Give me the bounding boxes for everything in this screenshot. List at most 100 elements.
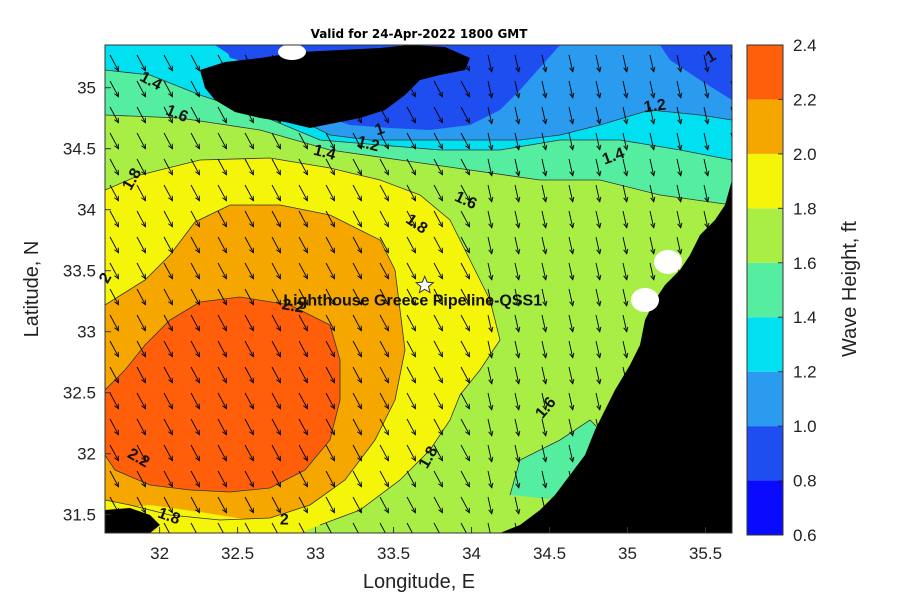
wind-arrow	[136, 288, 146, 306]
wind-arrow	[460, 80, 470, 98]
wind-arrow	[514, 314, 521, 333]
wind-arrow	[487, 522, 491, 533]
wind-arrow	[487, 54, 494, 73]
wind-arrow	[163, 340, 173, 358]
wind-arrow	[217, 366, 227, 384]
star-icon	[414, 274, 435, 294]
wind-arrow	[136, 392, 146, 410]
wind-arrow	[244, 262, 254, 280]
wind-arrow	[271, 210, 281, 228]
wind-arrow	[352, 158, 362, 176]
wind-arrow	[406, 158, 416, 176]
land-cyprus	[200, 45, 470, 128]
wind-arrow	[217, 236, 227, 254]
wind-arrow	[595, 340, 602, 359]
wind-arrow	[433, 470, 443, 488]
wind-arrow	[325, 132, 335, 150]
wind-arrow	[190, 236, 200, 254]
wind-arrow	[433, 418, 443, 436]
wind-arrow	[568, 444, 575, 463]
wind-arrow	[595, 288, 602, 307]
wind-arrow	[244, 444, 254, 462]
wind-arrow	[244, 210, 254, 228]
wind-arrow	[217, 132, 227, 150]
wind-arrow	[325, 158, 335, 176]
wind-arrow	[136, 444, 146, 462]
wind-arrow	[379, 288, 389, 306]
wind-arrow	[568, 314, 575, 333]
wind-arrow	[379, 392, 389, 410]
wind-arrow	[271, 184, 281, 202]
wind-arrow	[379, 366, 389, 384]
wind-arrow	[541, 366, 548, 385]
wind-arrow	[379, 184, 389, 202]
wind-arrow	[352, 444, 362, 462]
colorbar-frame	[746, 44, 784, 536]
wind-arrow	[190, 54, 200, 72]
wind-arrow	[460, 158, 470, 176]
wind-arrow	[514, 106, 521, 125]
wind-arrow	[676, 158, 683, 177]
wind-arrow	[190, 418, 200, 436]
wind-arrow	[352, 392, 362, 410]
wind-arrow	[271, 522, 278, 533]
y-axis-label: Latitude, N	[21, 241, 43, 338]
wind-arrow	[514, 418, 521, 437]
wind-arrow	[433, 80, 443, 98]
wind-arrow	[379, 522, 386, 533]
missing-data-patch	[654, 250, 682, 274]
contour-label: 2	[280, 511, 289, 528]
wind-arrow	[163, 392, 173, 410]
wind-arrow	[487, 366, 494, 385]
wind-arrow	[541, 106, 548, 125]
y-tick-label: 35	[77, 79, 96, 98]
wind-arrow	[568, 236, 575, 255]
wind-arrow	[649, 80, 656, 99]
wind-arrow	[271, 366, 281, 384]
wind-arrow	[244, 496, 254, 514]
wind-arrow	[622, 262, 629, 281]
wind-arrow	[514, 340, 521, 359]
wind-arrow	[541, 392, 548, 411]
y-tick-label: 31.5	[63, 506, 96, 525]
wind-arrow	[244, 340, 254, 358]
wind-arrow	[406, 132, 416, 150]
wind-arrow	[190, 158, 200, 176]
wind-arrow	[541, 444, 548, 463]
wind-arrow	[217, 314, 227, 332]
wind-arrow	[514, 210, 521, 229]
wind-arrow	[541, 158, 548, 177]
band-2.2-2.4	[105, 297, 340, 492]
wind-arrow	[406, 210, 416, 228]
wind-arrow	[379, 262, 389, 280]
wind-arrow	[595, 314, 602, 333]
wind-arrow	[703, 132, 710, 151]
wind-arrow	[244, 314, 254, 332]
wind-arrow	[163, 236, 173, 254]
wind-arrow	[109, 54, 119, 72]
wind-arrow	[190, 132, 200, 150]
wind-arrow	[514, 470, 521, 489]
wind-arrow	[298, 340, 308, 358]
wind-arrow	[595, 132, 602, 151]
wind-arrow	[190, 340, 200, 358]
wind-arrow	[136, 418, 146, 436]
wind-arrow	[244, 288, 254, 306]
wind-arrow	[568, 158, 575, 177]
y-tick-label: 32	[77, 445, 96, 464]
wind-arrow	[541, 340, 548, 359]
wind-arrow	[352, 236, 362, 254]
y-tick-label: 34.5	[63, 140, 96, 159]
wind-arrow	[487, 314, 494, 333]
wind-arrow	[460, 496, 470, 514]
wind-arrow	[136, 210, 146, 228]
wind-arrow	[298, 158, 308, 176]
wind-arrow	[325, 366, 335, 384]
wind-arrow	[163, 210, 173, 228]
contour-label: 1.8	[156, 505, 183, 529]
wind-arrow	[460, 184, 470, 202]
wind-arrow	[163, 470, 173, 488]
wind-arrows	[109, 54, 732, 533]
wind-arrow	[703, 184, 710, 203]
